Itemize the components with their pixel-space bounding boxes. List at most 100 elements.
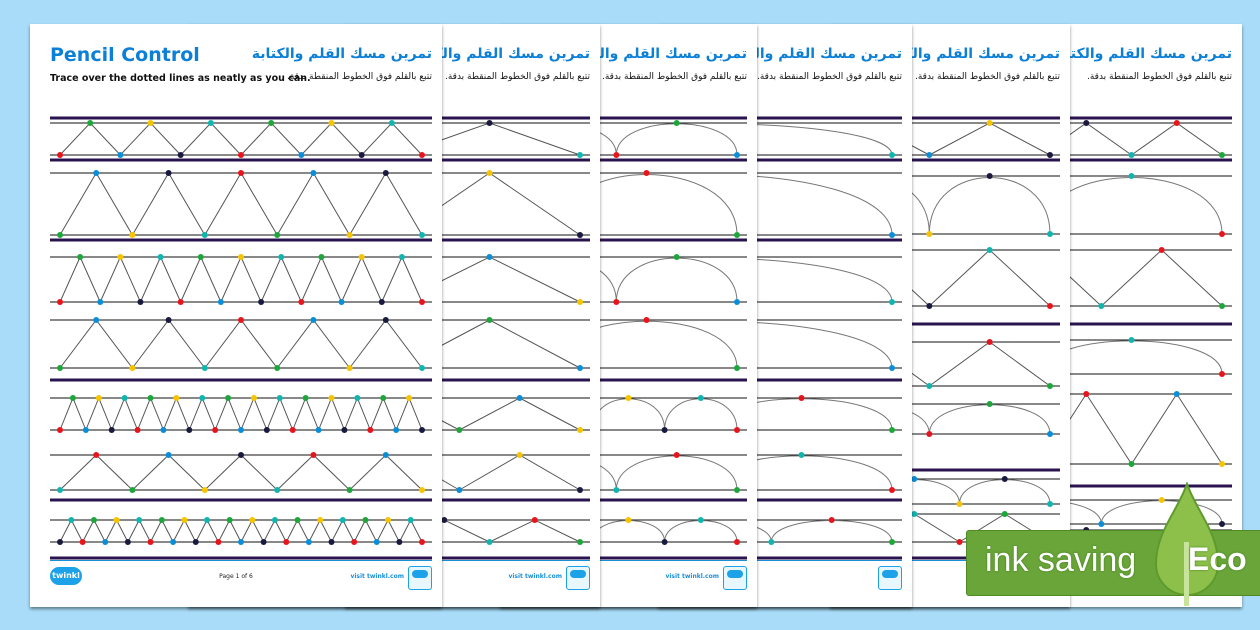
instructions-arabic: تتبع بالقلم فوق الخطوط المنقطة بدقة.	[286, 72, 432, 82]
trace-dot	[1001, 476, 1008, 482]
trace-dot	[310, 452, 317, 458]
trace-dot	[117, 254, 124, 260]
zigzag-path	[376, 518, 400, 543]
zigzag-path	[1100, 249, 1223, 307]
trace-dot	[986, 173, 993, 179]
trace-dot	[124, 539, 131, 545]
zigzag-path	[99, 255, 141, 303]
trace-dot	[926, 231, 933, 237]
zigzag-path	[204, 172, 278, 236]
trace-dot	[82, 427, 89, 433]
trace-dot	[87, 120, 94, 126]
trace-dot	[57, 232, 63, 238]
trace-dot	[358, 254, 365, 260]
instructions-arabic: تتبع بالقلم فوق الخطوط المنقطة بدقة.	[756, 72, 902, 82]
trace-dot	[328, 395, 335, 401]
trace-dot	[1001, 511, 1008, 517]
trace-dot	[1128, 461, 1135, 467]
trace-dot	[1219, 461, 1225, 467]
trace-dot	[393, 427, 400, 433]
trace-dot	[398, 254, 405, 260]
trace-dot	[68, 517, 75, 523]
trace-dot	[396, 539, 403, 545]
zigzag-path	[204, 319, 278, 369]
trace-dot	[577, 232, 583, 238]
trace-dot	[238, 254, 244, 260]
trace-dot	[113, 517, 120, 523]
zigzag-path	[331, 518, 355, 543]
trace-dot	[1219, 371, 1225, 377]
trace-dot	[170, 539, 177, 545]
trace-dot	[734, 539, 740, 545]
trace-dot	[441, 517, 448, 523]
trace-dot	[274, 365, 281, 371]
trace-dot	[158, 517, 165, 523]
trace-dot	[197, 254, 204, 260]
trace-dot	[926, 383, 933, 389]
trace-dot	[613, 487, 620, 493]
trace-dot	[271, 517, 278, 523]
trace-dot	[734, 427, 740, 433]
trace-dot	[93, 170, 100, 176]
page-title: Pencil Control	[50, 44, 200, 66]
zigzag-path	[104, 518, 129, 543]
trace-dot	[201, 232, 208, 238]
trace-dot	[531, 517, 538, 523]
trace-dot	[90, 517, 97, 523]
zigzag-path	[172, 518, 197, 543]
zigzag-path	[204, 454, 278, 491]
ink-saving-text: ink saving	[985, 541, 1137, 579]
zigzag-path	[59, 396, 87, 431]
zigzag-path	[308, 518, 332, 543]
trace-dot	[181, 517, 188, 523]
trace-dot	[889, 152, 895, 158]
trace-dot	[673, 254, 680, 260]
trace-dot	[346, 487, 353, 493]
instructions-arabic: تتبع بالقلم فوق الخطوط المنقطة بدقة.	[1086, 72, 1232, 82]
trace-dot	[77, 254, 84, 260]
trace-dot	[1047, 231, 1053, 237]
trace-dot	[986, 339, 993, 345]
zigzag-path	[1131, 393, 1223, 465]
trace-dot	[419, 232, 425, 238]
trace-dot	[57, 365, 63, 371]
trace-dot	[516, 452, 523, 458]
trace-dot	[79, 539, 86, 545]
trace-dot	[367, 427, 374, 433]
zigzag-path	[929, 122, 1051, 156]
zigzag-path	[82, 518, 106, 543]
trace-dot	[362, 517, 369, 523]
trace-dot	[577, 539, 583, 545]
zigzag-path	[132, 454, 206, 491]
trace-dot	[238, 170, 244, 176]
trace-dot	[238, 317, 244, 323]
trace-dot	[289, 427, 296, 433]
trace-dot	[157, 254, 164, 260]
trace-dot	[986, 401, 993, 407]
zigzag-path	[341, 255, 383, 303]
zigzag-path	[398, 518, 423, 543]
trace-dot	[378, 299, 385, 305]
arch-path	[591, 520, 666, 543]
trace-dot	[249, 517, 256, 523]
trace-dot	[283, 539, 290, 545]
trace-dot	[358, 152, 365, 158]
page-title-arabic: تمرين مسك القلم والكتابة	[1051, 46, 1232, 62]
page-title-arabic: تمرين مسك القلم والكتابة	[566, 46, 747, 62]
zigzag-path	[349, 319, 423, 369]
trace-dot	[177, 299, 184, 305]
trace-dot	[57, 539, 63, 545]
trace-dot	[1219, 152, 1225, 158]
zigzag-path	[369, 396, 397, 431]
zigzag-path	[220, 255, 262, 303]
trace-dot	[1158, 247, 1165, 253]
page-title-arabic: تمرين مسك القلم والكتابة	[721, 46, 902, 62]
zigzag-path	[180, 122, 242, 156]
zigzag-path	[349, 172, 423, 236]
zigzag-path	[266, 396, 294, 431]
zigzag-path	[111, 396, 139, 431]
trace-dot	[1128, 152, 1135, 158]
trace-dot	[419, 299, 425, 305]
zigzag-path	[59, 454, 133, 491]
trace-dot	[136, 517, 143, 523]
